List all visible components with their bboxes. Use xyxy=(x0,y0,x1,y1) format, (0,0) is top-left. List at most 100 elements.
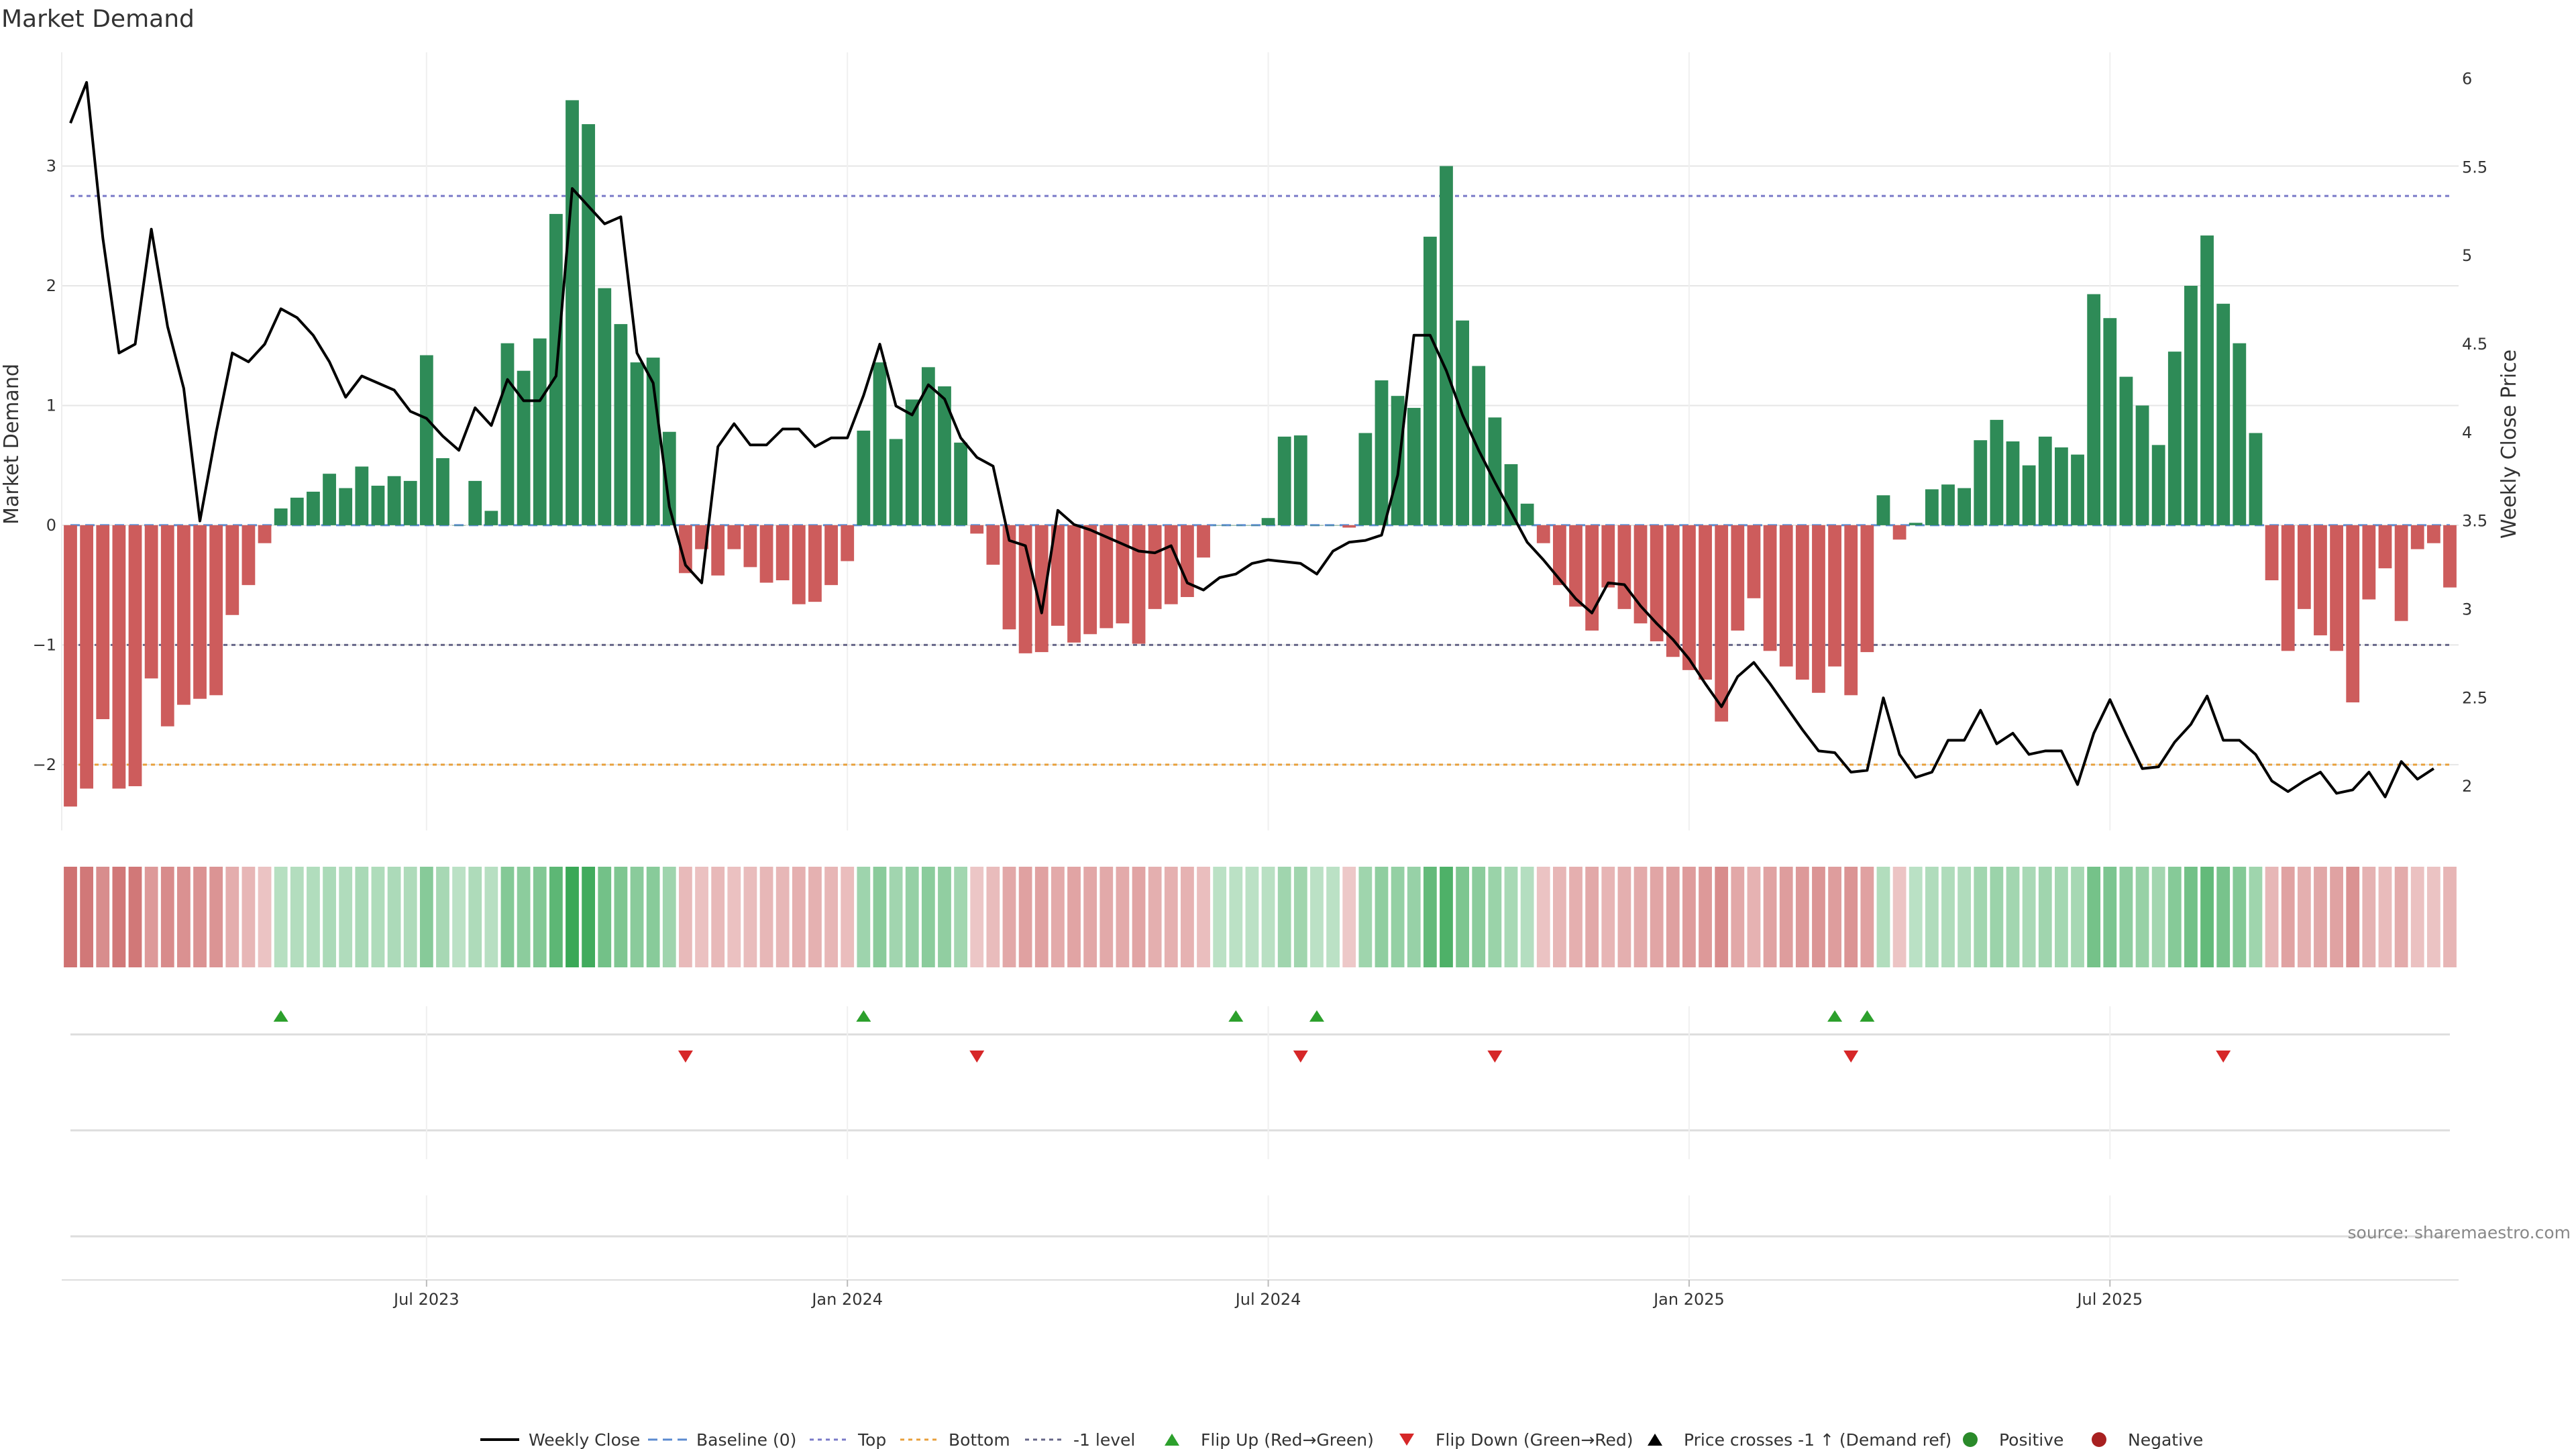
heat-cell xyxy=(1391,867,1405,967)
heat-cell xyxy=(614,867,628,967)
negative-bar xyxy=(128,525,142,786)
positive-bar xyxy=(1326,525,1340,526)
heat-cell xyxy=(80,867,94,967)
positive-bar xyxy=(2022,465,2036,525)
negative-bar xyxy=(2426,525,2440,543)
heat-cell xyxy=(468,867,482,967)
x-tick-label: Jan 2025 xyxy=(1652,1290,1725,1309)
positive-bar xyxy=(1488,417,1502,525)
positive-bar xyxy=(2119,376,2133,525)
heat-cell xyxy=(452,867,466,967)
heat-cell xyxy=(2006,867,2020,967)
negative-bar xyxy=(1034,525,1049,653)
positive-bar xyxy=(274,508,288,525)
heat-cell xyxy=(986,867,1000,967)
heat-cell xyxy=(679,867,692,967)
heat-cell xyxy=(2151,867,2165,967)
heat-cell xyxy=(792,867,806,967)
positive-bar xyxy=(2216,303,2231,525)
legend-item: Flip Up (Red→Green) xyxy=(1165,1430,1374,1449)
left-tick-label: 2 xyxy=(46,276,56,295)
left-tick-label: 1 xyxy=(46,396,56,415)
right-tick-label: 4.5 xyxy=(2462,335,2487,354)
positive-bar xyxy=(889,439,903,525)
negative-bar xyxy=(1747,525,1761,598)
demand-bars xyxy=(64,100,2457,807)
heat-cell xyxy=(1666,867,1680,967)
positive-bar xyxy=(2087,294,2101,525)
heat-cell xyxy=(144,867,158,967)
positive-bar xyxy=(566,100,579,525)
heat-cell xyxy=(2087,867,2101,967)
legend-swatch-triangle-up xyxy=(1165,1434,1179,1446)
positive-bar xyxy=(533,338,547,525)
positive-bar xyxy=(1423,236,1437,525)
heat-cell xyxy=(274,867,288,967)
legend-label: Positive xyxy=(1999,1430,2063,1449)
legend-item: Price crosses -1 ↑ (Demand ref) xyxy=(1648,1430,1951,1449)
flip-up-marker xyxy=(273,1010,288,1022)
heat-cell xyxy=(1099,867,1114,967)
legend-label: Negative xyxy=(2128,1430,2203,1449)
negative-bar xyxy=(1666,525,1680,657)
heat-cell xyxy=(1876,867,1890,967)
heat-cell xyxy=(873,867,887,967)
heat-cell xyxy=(2184,867,2198,967)
heat-cell xyxy=(1342,867,1356,967)
heat-cell xyxy=(2071,867,2084,967)
heat-cell xyxy=(323,867,336,967)
heat-cell xyxy=(1844,867,1858,967)
heat-cell xyxy=(808,867,822,967)
positive-bar xyxy=(355,466,369,525)
negative-bar xyxy=(841,525,855,561)
negative-bar xyxy=(1164,525,1178,604)
left-axis-title: Market Demand xyxy=(0,364,23,525)
positive-bar xyxy=(1277,436,1291,525)
flip-down-marker xyxy=(1843,1051,1859,1063)
negative-bar xyxy=(177,525,191,705)
negative-bar xyxy=(1860,525,1874,653)
legend-item: -1 level xyxy=(1025,1430,1135,1449)
heat-cell xyxy=(2022,867,2036,967)
positive-bar xyxy=(630,362,644,525)
heat-cell xyxy=(2135,867,2149,967)
heat-cell xyxy=(2119,867,2133,967)
negative-bar xyxy=(2362,525,2376,600)
negative-bar xyxy=(144,525,158,679)
left-tick-label: 3 xyxy=(46,157,56,176)
left-tick-label: 0 xyxy=(46,516,56,535)
negative-bar xyxy=(1812,525,1825,693)
negative-bar xyxy=(1197,525,1210,558)
heat-cell xyxy=(193,867,207,967)
heat-cell xyxy=(1715,867,1729,967)
legend-item: Negative xyxy=(2092,1430,2203,1449)
negative-bar xyxy=(808,525,822,602)
negative-bar xyxy=(2265,525,2279,581)
legend-item: Flip Down (Green→Red) xyxy=(1399,1430,1633,1449)
heat-cell xyxy=(905,867,919,967)
positive-bar xyxy=(2233,343,2247,525)
heat-cell xyxy=(2216,867,2231,967)
legend-label: Price crosses -1 ↑ (Demand ref) xyxy=(1684,1430,1951,1449)
left-tick-label: −1 xyxy=(33,635,56,654)
positive-bar xyxy=(517,370,531,525)
heat-cell xyxy=(2297,867,2311,967)
legend-label: Flip Down (Green→Red) xyxy=(1436,1430,1633,1449)
heat-cell xyxy=(1326,867,1340,967)
right-tick-label: 3 xyxy=(2462,600,2472,619)
heat-cell xyxy=(517,867,531,967)
positive-bar xyxy=(2249,433,2263,525)
positive-bar xyxy=(387,476,401,525)
negative-bar xyxy=(1682,525,1696,670)
positive-bar xyxy=(290,497,304,525)
flip-up-marker xyxy=(1309,1010,1324,1022)
positive-bar xyxy=(500,343,515,525)
heat-cell xyxy=(403,867,417,967)
heat-cell xyxy=(1779,867,1793,967)
negative-bar xyxy=(1731,525,1745,631)
heat-cell xyxy=(1034,867,1049,967)
positive-bar xyxy=(614,324,628,525)
positive-bar xyxy=(323,474,336,525)
negative-bar xyxy=(775,525,790,581)
heat-cell xyxy=(1617,867,1631,967)
